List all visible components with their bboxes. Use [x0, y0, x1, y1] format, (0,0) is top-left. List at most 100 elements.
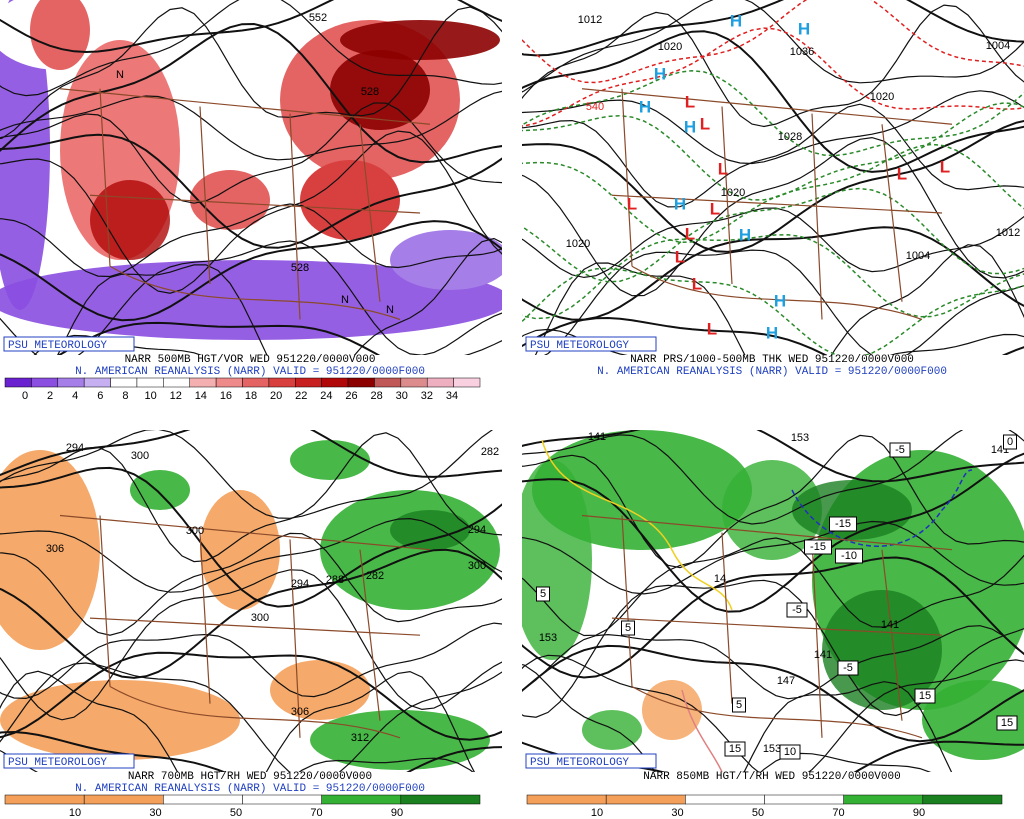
map-label: 300	[186, 525, 204, 537]
map: 552 528 528 N N N	[0, 0, 502, 355]
map-label: 5	[540, 588, 546, 600]
map-label: 300	[468, 560, 486, 572]
map-label: 300	[131, 450, 149, 462]
badge: PSU METEOROLOGY	[530, 757, 629, 769]
colorbar-swatch	[685, 794, 765, 805]
badge-box	[3, 336, 135, 352]
shaded-area	[270, 660, 370, 720]
caption-line1: NARR 500MB HGT/VOR WED 951220/0000V000	[125, 354, 376, 366]
thickness-line	[522, 102, 1024, 201]
map-label: 306	[291, 706, 309, 718]
contour-line	[0, 102, 502, 204]
thickness-line	[522, 267, 1024, 355]
contour-line	[33, 334, 502, 355]
thickness-line	[522, 27, 1024, 127]
contour-line	[522, 30, 1024, 173]
colorbar-tick-label: 30	[671, 807, 683, 819]
map-label: 15	[1001, 717, 1013, 729]
map-label: 294	[291, 578, 309, 590]
contour-line	[522, 430, 1024, 525]
colorbar-tick-label: 32	[421, 390, 433, 402]
caption-line1: NARR 850MB HGT/T/RH WED 951220/0000V000	[643, 771, 900, 783]
map-label: 14	[714, 573, 726, 585]
colorbar-swatch	[31, 377, 59, 388]
map-label: -15	[835, 518, 851, 530]
colorbar-swatch	[83, 794, 164, 805]
shaded-area	[922, 680, 1024, 760]
colorbar-tick-label: 90	[913, 807, 925, 819]
label-box	[1003, 434, 1017, 450]
map-label: 141	[588, 431, 606, 443]
colorbar-swatch	[215, 377, 243, 388]
map-label: L	[675, 247, 685, 266]
badge-box	[3, 753, 135, 769]
map-label: 1020	[870, 91, 894, 103]
colorbar-tick-label: 22	[295, 390, 307, 402]
colorbar-tick-label: 12	[170, 390, 182, 402]
contour-line	[522, 136, 1024, 297]
colorbar-tick-label: 8	[122, 390, 128, 402]
map-label: 300	[251, 612, 269, 624]
colorbar-swatch	[163, 794, 243, 805]
map-label: 141	[814, 649, 832, 661]
map-label: 294	[468, 524, 486, 536]
map-label: H	[730, 11, 742, 30]
caption-line2: N. AMERICAN REANALYSIS (NARR) VALID = 95…	[75, 783, 425, 795]
contour-line	[522, 625, 1024, 700]
map-label: 5	[625, 622, 631, 634]
map: 294 300 306 300 294 288 282 294 300 300 306 312 282	[0, 430, 502, 772]
contour-line	[0, 0, 502, 97]
contour-line	[522, 644, 1024, 743]
contour-line	[0, 6, 502, 140]
colorbar-swatch	[922, 794, 1003, 805]
colorbar-tick-label: 18	[245, 390, 257, 402]
colorbar-swatch	[4, 794, 85, 805]
colorbar-tick-label: 50	[230, 807, 242, 819]
colorbar-tick-label: 70	[310, 807, 322, 819]
colorbar-tick-label: 34	[446, 390, 458, 402]
contour-line	[522, 119, 1024, 253]
badge-box	[525, 753, 657, 769]
shaded-area	[290, 440, 370, 480]
map-background	[522, 0, 1024, 355]
thickness-line	[522, 234, 1024, 320]
shaded-area	[522, 460, 592, 660]
label-box	[786, 602, 808, 618]
map-label: 1028	[778, 131, 802, 143]
map-label: N	[386, 304, 394, 316]
contour-line	[0, 430, 502, 478]
map-label: 288	[326, 574, 344, 586]
map-label: 141	[881, 619, 899, 631]
contour-line	[522, 207, 1024, 279]
colorbar-tick-label: 30	[396, 390, 408, 402]
border	[581, 88, 953, 321]
map-label: L	[692, 274, 702, 293]
badge: PSU METEOROLOGY	[8, 340, 107, 352]
colorbar-swatch	[242, 794, 322, 805]
contour-line	[522, 556, 1024, 679]
map-panel: 1012 1020 1036 1004 1020 1028 1020 1020 1012 1004…	[522, 0, 1024, 378]
colorbar-swatch	[400, 377, 428, 388]
colorbar-swatch	[57, 377, 85, 388]
label-box	[835, 548, 863, 564]
colorbar-tick-label: 26	[345, 390, 357, 402]
map-label: 282	[481, 446, 499, 458]
colorbar-swatch	[526, 794, 607, 805]
caption-line1: NARR 700MB HGT/RH WED 951220/0000V000	[128, 771, 372, 783]
shaded-area	[340, 20, 500, 60]
contour-line	[522, 654, 1024, 772]
contour-line	[0, 203, 502, 278]
map-label: 1012	[996, 227, 1020, 239]
map-label: -15	[810, 541, 826, 553]
contour-line	[0, 130, 502, 294]
contour-line	[522, 430, 1024, 483]
map: 1012 1020 1036 1004 1020 1028 1020 1020 1012 1004…	[522, 0, 1024, 355]
contour-line	[57, 237, 502, 355]
shaded-area	[320, 490, 500, 610]
map-label: 1012	[578, 14, 602, 26]
map-label: H	[766, 323, 778, 342]
contour-line	[0, 430, 494, 519]
shaded-area	[330, 50, 430, 130]
badge-box	[525, 336, 657, 352]
caption-line2: N. AMERICAN REANALYSIS (NARR) VALID = 95…	[75, 366, 425, 378]
